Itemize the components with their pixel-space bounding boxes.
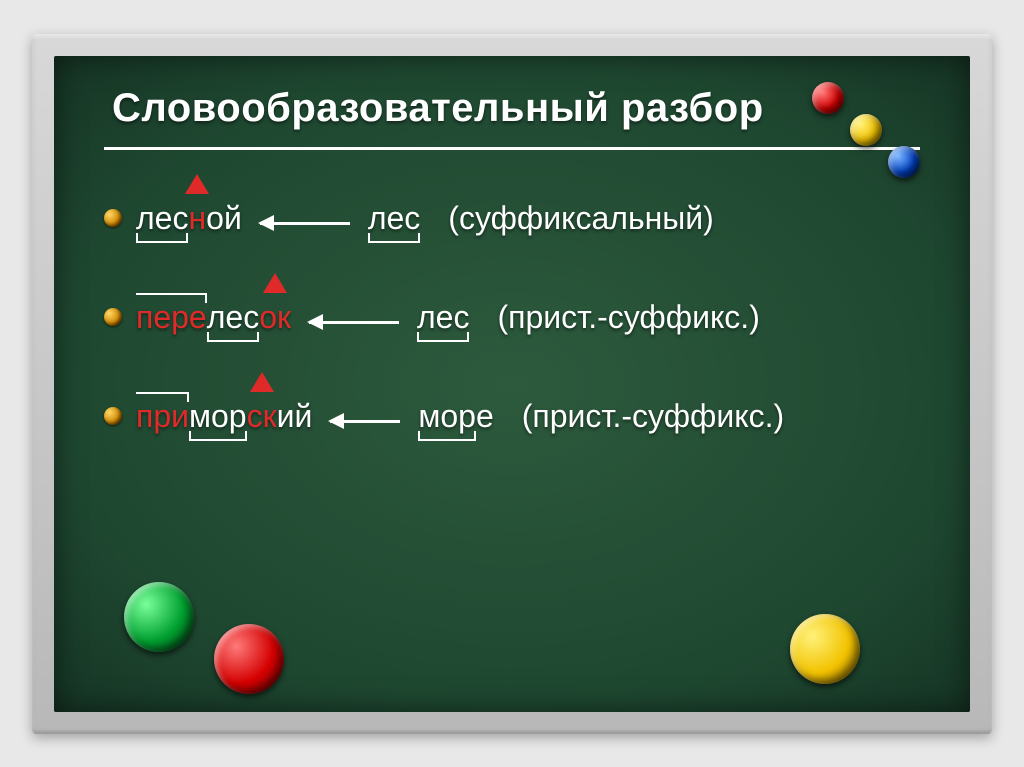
root-morpheme: лес bbox=[368, 200, 420, 237]
ending-morpheme: ий bbox=[277, 398, 313, 435]
analysis-row: приморский море (прист.-суффикс.) bbox=[104, 398, 920, 435]
base-word: лес bbox=[368, 200, 420, 237]
root-morpheme: лес bbox=[417, 299, 469, 336]
bullet-icon bbox=[104, 209, 122, 227]
prefix-morpheme: пере bbox=[136, 299, 207, 336]
base-word: лес bbox=[417, 299, 469, 336]
magnet-icon bbox=[812, 82, 844, 114]
title-underline bbox=[104, 147, 920, 150]
magnet-icon bbox=[850, 114, 882, 146]
chalkboard-frame: Словообразовательный разбор лесной лес (… bbox=[32, 34, 992, 734]
analysis-row: лесной лес (суффиксальный) bbox=[104, 200, 920, 237]
prefix-morpheme: при bbox=[136, 398, 189, 435]
derived-word: перелесок bbox=[136, 299, 291, 336]
magnet-icon bbox=[888, 146, 920, 178]
ending-morpheme: ой bbox=[206, 200, 242, 237]
formation-method: (суффиксальный) bbox=[448, 200, 714, 237]
magnet-icon bbox=[790, 614, 860, 684]
arrow-left-icon bbox=[309, 321, 399, 324]
derived-word: лесной bbox=[136, 200, 242, 237]
arrow-left-icon bbox=[260, 222, 350, 225]
chalkboard: Словообразовательный разбор лесной лес (… bbox=[54, 56, 970, 712]
formation-method: (прист.-суффикс.) bbox=[497, 299, 759, 336]
bullet-icon bbox=[104, 407, 122, 425]
ending-morpheme: е bbox=[476, 398, 494, 435]
root-morpheme: мор bbox=[418, 398, 476, 435]
slide-title: Словообразовательный разбор bbox=[104, 86, 920, 131]
root-morpheme: лес bbox=[136, 200, 188, 237]
suffix-morpheme: ок bbox=[259, 299, 291, 336]
suffix-morpheme: н bbox=[188, 200, 206, 237]
magnet-icon bbox=[214, 624, 284, 694]
root-morpheme: лес bbox=[207, 299, 259, 336]
bullet-icon bbox=[104, 308, 122, 326]
derived-word: приморский bbox=[136, 398, 312, 435]
suffix-morpheme: ск bbox=[247, 398, 277, 435]
arrow-left-icon bbox=[330, 420, 400, 423]
base-word: море bbox=[418, 398, 493, 435]
analysis-row: перелесок лес (прист.-суффикс.) bbox=[104, 299, 920, 336]
magnet-icon bbox=[124, 582, 194, 652]
formation-method: (прист.-суффикс.) bbox=[522, 398, 784, 435]
root-morpheme: мор bbox=[189, 398, 247, 435]
